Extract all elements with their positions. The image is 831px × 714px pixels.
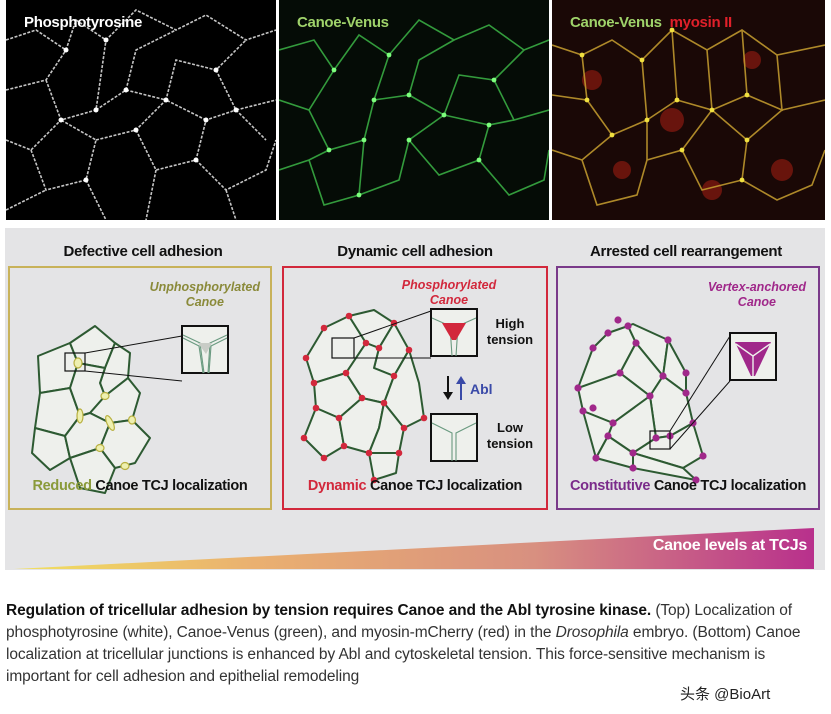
micrograph-canoe-venus: Canoe-Venus [279,0,549,220]
canoe-state-line2: Canoe [185,295,224,309]
localization-rest: Canoe TCJ localization [91,478,248,494]
panel-title-dynamic: Dynamic cell adhesion [337,243,493,260]
caption-title: Regulation of tricellular adhesion by te… [6,602,652,619]
canoe-state-label: Unphosphorylated Canoe [150,280,260,310]
localization-highlight: Reduced [32,478,92,494]
high-tension-line1: High [495,316,525,331]
panel-dynamic-adhesion: Phosphorylated Canoe High tension Abl Lo… [282,266,548,510]
low-tension-line1: Low [497,420,523,435]
cell-diagram-phosphorylated [300,308,478,484]
micrograph-label-red: myosin II [669,14,733,31]
cell-diagram-unphosphorylated [31,325,229,494]
localization-highlight: Constitutive [569,478,651,494]
panel-title-defective: Defective cell adhesion [63,243,223,260]
cell-network-image [279,18,549,206]
low-tension-line2: tension [486,436,534,451]
micrograph-merge: Canoe-Venus myosin II [552,0,825,220]
cell-network-image [552,27,825,206]
gradient-label: Canoe levels at TCJs [652,537,807,554]
tension-arrows [443,376,466,400]
cell-network-image [6,9,276,220]
cell-diagram-vertex-anchored [574,316,777,484]
micrograph-label: Phosphotyrosine [24,14,143,31]
canoe-state-line2: Canoe [737,295,776,309]
high-tension-label: High tension [484,316,536,348]
canoe-state-line1: Phosphorylated [401,278,497,292]
abl-label: Abl [470,381,493,397]
localization-rest: Canoe TCJ localization [650,478,807,494]
localization-rest: Canoe TCJ localization [366,478,523,494]
watermark: 头条 @BioArt [680,686,771,703]
panel-title-arrested: Arrested cell rearrangement [590,243,782,260]
canoe-state-label: Phosphorylated Canoe [394,278,504,308]
localization-summary: Dynamic Canoe TCJ localization [284,478,546,494]
localization-summary: Constitutive Canoe TCJ localization [558,478,818,494]
micrograph-label-green: Canoe-Venus [570,14,662,31]
micrograph-label: Canoe-Venus [297,14,389,31]
localization-summary: Reduced Canoe TCJ localization [10,478,270,494]
caption-text-2: embryo. (Bottom) Canoe localization at t… [6,624,801,685]
canoe-level-gradient [14,528,814,569]
canoe-state-line1: Vertex-anchored [707,280,806,294]
low-tension-label: Low tension [484,420,536,452]
panel-arrested-rearrangement: Vertex-anchored Canoe Constitutive Canoe… [556,266,820,510]
canoe-state-label: Vertex-anchored Canoe [708,280,806,310]
micrograph-label: Canoe-Venus myosin II [570,14,732,31]
canoe-state-line1: Unphosphorylated [149,280,260,294]
figure-caption: Regulation of tricellular adhesion by te… [6,600,826,688]
micrograph-phosphotyrosine: Phosphotyrosine [6,0,276,220]
caption-text-1: (Top) Localization of phosphotyrosine (w… [6,602,792,641]
panel-defective-adhesion: Unphosphorylated Canoe Reduced Canoe TCJ… [8,266,272,510]
caption-italic: Drosophila [555,624,629,641]
localization-highlight: Dynamic [307,478,367,494]
high-tension-line2: tension [486,332,534,347]
canoe-state-line2: Canoe [429,293,469,307]
